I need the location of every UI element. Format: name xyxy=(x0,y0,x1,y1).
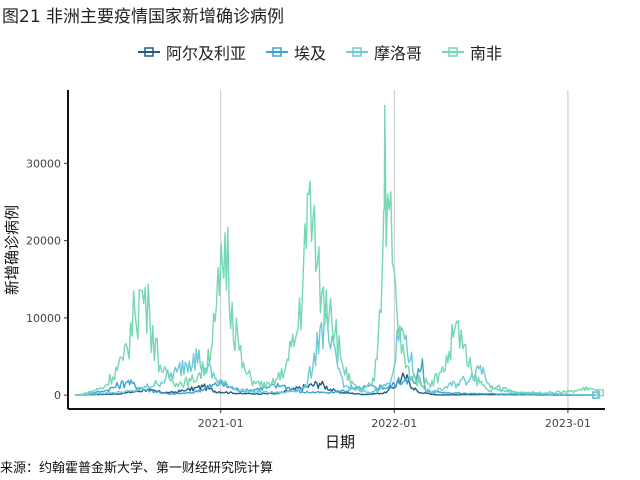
series-line-3 xyxy=(79,104,601,396)
legend-label-algeria: 阿尔及利亚 xyxy=(165,44,246,63)
x-axis-title: 日期 xyxy=(325,433,355,451)
x-tick-label: 2023-01 xyxy=(545,417,591,430)
legend-item-egypt: 埃及 xyxy=(265,40,326,64)
series-line-2 xyxy=(75,311,596,396)
y-tick-label: 30000 xyxy=(26,157,61,170)
y-axis-title: 新增确诊病例 xyxy=(3,205,21,295)
series-line-1 xyxy=(75,358,596,396)
y-tick-label: 10000 xyxy=(26,312,61,325)
legend-key-morocco xyxy=(346,47,368,57)
legend-label-morocco: 摩洛哥 xyxy=(374,44,423,63)
x-tick-label: 2022-01 xyxy=(371,417,417,430)
y-tick-label: 0 xyxy=(54,389,61,402)
x-tick-label: 2021-01 xyxy=(198,417,244,430)
legend-item-algeria: 阿尔及利亚 xyxy=(137,40,246,64)
legend-label-egypt: 埃及 xyxy=(293,44,326,63)
grid-layer xyxy=(220,90,569,409)
legend-key-south-africa xyxy=(442,47,465,57)
y-tick-label: 20000 xyxy=(26,235,61,248)
series-end-marker-3 xyxy=(596,389,604,397)
figure-title: 图21 非洲主要疫情国家新增确诊病例 xyxy=(2,7,285,27)
legend-label-south-africa: 南非 xyxy=(470,44,503,63)
series-end-marker-2 xyxy=(592,391,600,399)
legend-key-algeria xyxy=(137,47,160,57)
legend-key-egypt xyxy=(265,47,288,57)
chart-legend: 阿尔及利亚 埃及 摩洛哥 南非 xyxy=(0,40,640,64)
legend-item-south-africa: 南非 xyxy=(442,40,502,64)
legend-item-morocco: 摩洛哥 xyxy=(346,40,422,64)
series-layer xyxy=(75,104,604,399)
axis-layer: 2021-01 2022-01 2023-01 0 10000 20000 30000 xyxy=(26,90,605,430)
source-note: 来源：约翰霍普金斯大学、第一财经研究院计算 xyxy=(0,461,274,476)
